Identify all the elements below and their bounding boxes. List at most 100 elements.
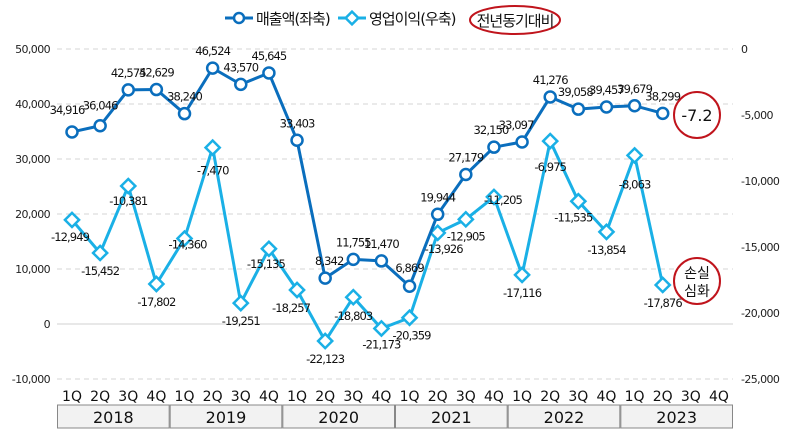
revenue-data-label: 42,575: [111, 66, 146, 80]
revenue-point: [262, 66, 276, 80]
loss-deepening-text: 손실: [684, 266, 710, 282]
revenue-point: [65, 125, 79, 139]
operating-profit-data-label: -12,949: [51, 230, 90, 244]
left-axis-tick: 20,000: [15, 208, 50, 221]
operating-profit-point: [513, 266, 531, 284]
yoy-change-circle: [673, 91, 721, 139]
operating-profit-point: [541, 132, 560, 150]
operating-profit-data-label: -10,381: [109, 194, 148, 208]
operating-profit-point: [428, 223, 447, 242]
quarter-tick-label: 2Q: [203, 389, 223, 405]
quarter-tick-label: 3Q: [231, 389, 251, 405]
operating-profit-point: [456, 210, 475, 229]
quarter-tick-label: 2Q: [90, 389, 110, 405]
revenue-point: [177, 106, 192, 121]
quarter-tick-label: 1Q: [512, 389, 532, 405]
operating-profit-data-label: -8,063: [619, 177, 651, 191]
year-label: 2022: [544, 408, 585, 427]
right-axis-tick: -5,000: [741, 109, 773, 122]
operating-profit-point: [119, 177, 138, 195]
operating-profit-point: [203, 138, 222, 157]
quarter-tick-label: 4Q: [484, 389, 504, 405]
operating-profit-data-label: -15,452: [81, 264, 120, 278]
year-box: [57, 404, 170, 429]
operating-profit-data-label: -18,257: [272, 301, 311, 315]
revenue-data-label: 33,097: [499, 118, 534, 132]
revenue-data-label: 6,869: [395, 261, 424, 275]
operating-profit-data-label: -17,116: [503, 286, 542, 300]
revenue-data-label: 11,755: [336, 235, 371, 249]
legend-operating-profit-marker: [343, 9, 361, 27]
revenue-point: [430, 207, 445, 222]
revenue-point: [459, 167, 473, 182]
quarter-tick-label: 2Q: [653, 389, 673, 405]
legend: 매출액(좌축) 영업이익(우축) 전년동기대비: [225, 5, 561, 35]
quarter-tick-label: 1Q: [625, 389, 645, 405]
quarter-tick-label: 3Q: [681, 389, 701, 405]
quarter-tick-label: 3Q: [343, 389, 363, 405]
revenue-point: [93, 118, 107, 133]
revenue-data-label: 8,342: [315, 254, 344, 268]
quarter-tick-label: 1Q: [287, 389, 307, 405]
revenue-data-label: 38,299: [645, 89, 680, 103]
quarter-tick-label: 1Q: [175, 389, 195, 405]
operating-profit-line: [70, 139, 665, 343]
year-label: 2018: [93, 408, 134, 427]
quarter-tick-label: 4Q: [371, 389, 391, 405]
operating-profit-data-label: -13,854: [587, 243, 626, 257]
operating-profit-data-label: -17,876: [644, 296, 683, 310]
revenue-point: [543, 90, 557, 104]
quarter-tick-label: 1Q: [400, 389, 420, 405]
legend-revenue-marker: [232, 11, 246, 25]
operating-profit-data-label: -22,123: [306, 352, 345, 366]
revenue-point: [599, 100, 614, 114]
legend-revenue-label: 매출액(좌축): [256, 10, 330, 28]
revenue-point: [402, 279, 417, 293]
revenue-data-label: 19,944: [420, 190, 455, 204]
operating-profit-data-label: -6,975: [534, 160, 566, 174]
legend-operating-profit-label: 영업이익(우축): [369, 10, 456, 28]
revenue-point: [571, 102, 586, 116]
operating-profit-data-label: -21,173: [362, 337, 401, 351]
quarter-tick-label: 4Q: [709, 389, 729, 405]
operating-profit-data-label: -17,802: [137, 295, 176, 309]
quarter-tick-label: 4Q: [146, 389, 166, 405]
operating-profit-point: [625, 146, 644, 165]
revenue-data-label: 38,240: [167, 90, 202, 104]
year-label: 2023: [656, 408, 697, 427]
left-axis-tick: 30,000: [15, 153, 50, 166]
operating-profit-data-label: -11,205: [484, 193, 523, 207]
note-ellipse: [469, 5, 561, 35]
left-axis-tick: 50,000: [15, 43, 50, 56]
legend-yoy-note: 전년동기대비: [477, 12, 554, 30]
right-axis-tick: 0: [741, 43, 748, 56]
revenue-data-label: 45,645: [251, 49, 286, 63]
revenue-point: [234, 77, 248, 92]
right-axis-tick: -15,000: [741, 241, 780, 254]
operating-profit-point: [344, 288, 363, 307]
quarter-tick-label: 1Q: [62, 389, 82, 405]
operating-profit-point: [63, 211, 81, 229]
operating-profit-point: [400, 308, 419, 327]
revenue-point: [374, 254, 389, 268]
year-label: 2021: [431, 408, 472, 427]
revenue-data-label: 39,679: [617, 82, 652, 96]
year-box: [620, 404, 733, 429]
revenue-point: [290, 133, 304, 148]
operating-profit-point: [91, 244, 109, 262]
quarter-tick-label: 2Q: [315, 389, 335, 405]
revenue-point: [346, 252, 361, 267]
year-box: [169, 404, 283, 429]
operating-profit-data-label: -12,905: [447, 229, 486, 243]
quarter-tick-label: 4Q: [259, 389, 279, 405]
left-axis-tick: 40,000: [15, 98, 50, 111]
operating-profit-point: [485, 188, 503, 206]
operating-profit-point: [653, 276, 672, 294]
revenue-data-label: 39,058: [558, 85, 593, 99]
operating-profit-data-label: -14,360: [168, 238, 207, 252]
revenue-data-label: 11,470: [364, 237, 399, 251]
year-box: [395, 404, 508, 429]
left-axis-tick: -10,000: [12, 373, 51, 386]
operating-profit-data-label: -20,359: [393, 329, 432, 343]
